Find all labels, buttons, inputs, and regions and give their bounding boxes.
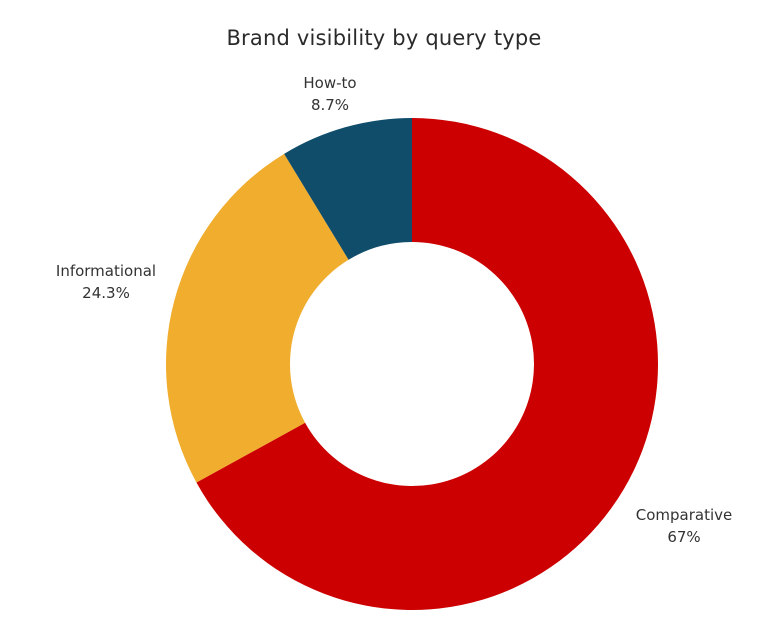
slice-category-label: Comparative <box>636 506 733 524</box>
slice-value-label: 24.3% <box>82 284 130 302</box>
slice-comparative <box>196 118 658 610</box>
slice-how-to <box>284 118 412 260</box>
slices-group <box>166 118 658 610</box>
slice-value-label: 67% <box>667 528 700 546</box>
slice-category-label: How-to <box>303 74 356 92</box>
slice-value-label: 8.7% <box>311 96 349 114</box>
chart-title: Brand visibility by query type <box>226 26 542 50</box>
labels-group: Comparative 67% Informational 24.3% How-to 8.… <box>56 74 732 546</box>
slice-informational <box>166 153 349 483</box>
slice-category-label: Informational <box>56 262 156 280</box>
